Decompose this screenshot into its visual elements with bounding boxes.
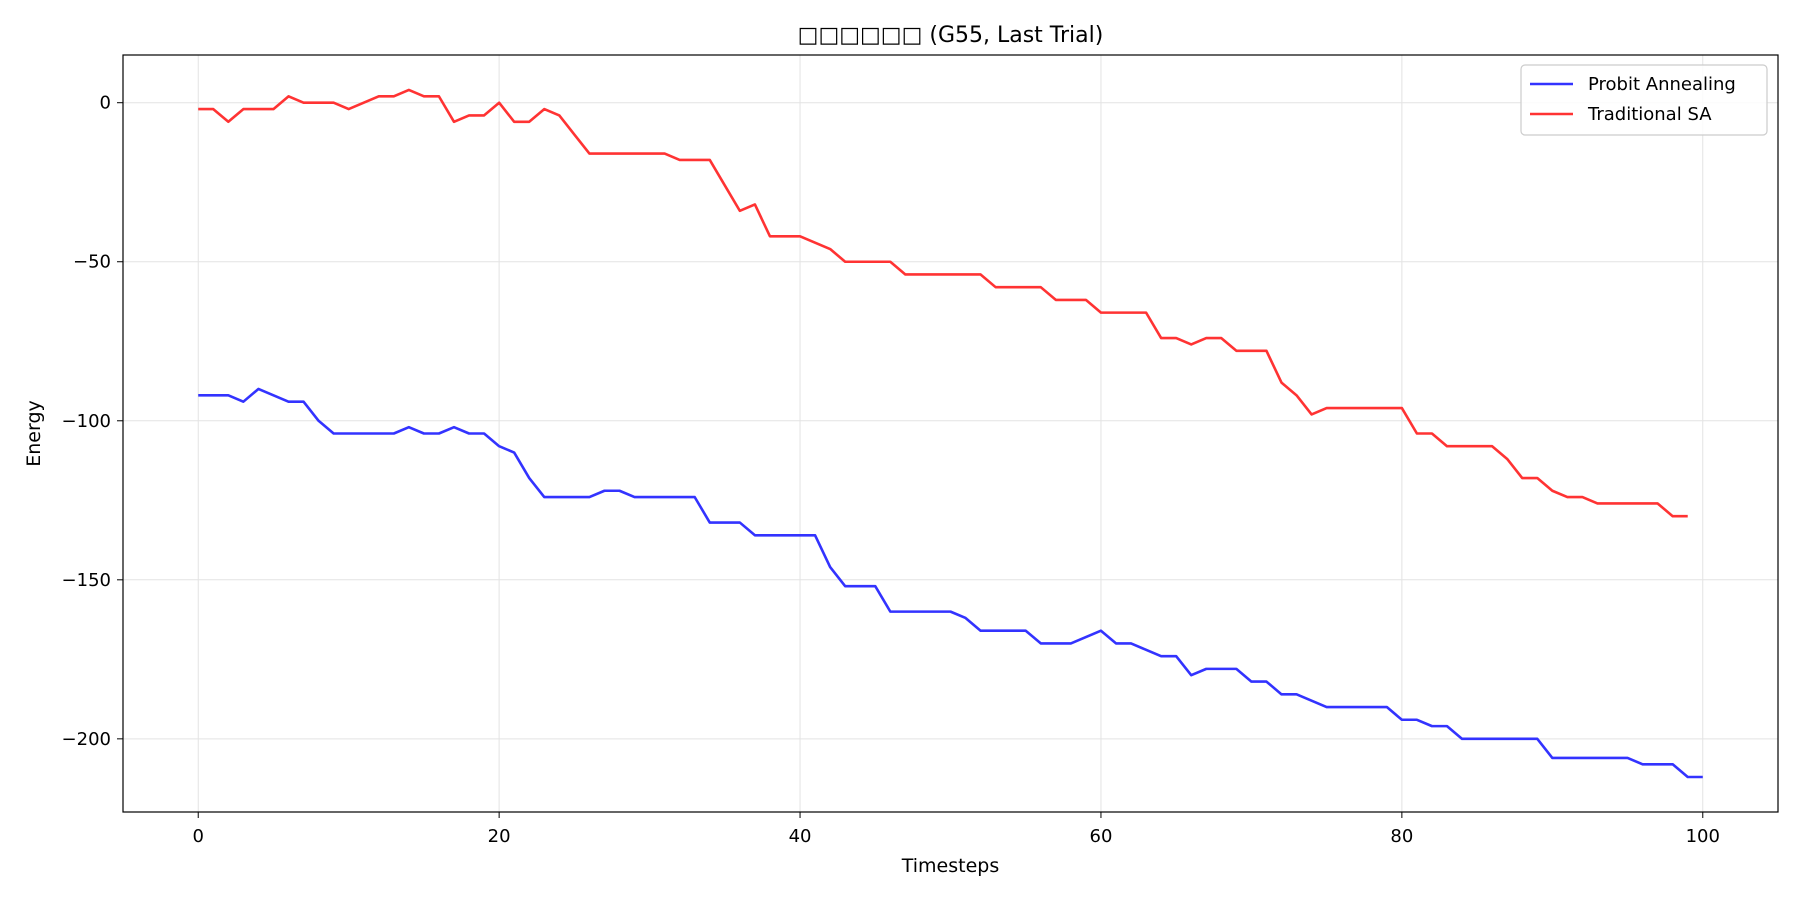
- x-tick-label: 60: [1090, 826, 1113, 847]
- series-lines: [198, 88, 1703, 779]
- legend: Probit Annealing Traditional SA: [1520, 64, 1768, 136]
- y-tick-label: −150: [62, 570, 111, 591]
- x-axis-label: Timesteps: [901, 855, 1000, 877]
- y-tick-label: −100: [62, 411, 111, 432]
- x-tick-label: 80: [1390, 826, 1413, 847]
- x-tick-label: 40: [789, 826, 812, 847]
- x-tick-label: 100: [1686, 826, 1720, 847]
- y-tick-label: −50: [73, 252, 111, 273]
- axis-ticks: 0 20 40 60 80 100 0 −50 −100 −150 −200: [62, 93, 1720, 847]
- plot-frame: [122, 54, 1779, 813]
- legend-label: Probit Annealing: [1588, 74, 1736, 95]
- x-tick-label: 20: [488, 826, 511, 847]
- series-line-probit-annealing: [198, 387, 1703, 779]
- legend-box: [1520, 64, 1768, 136]
- chart-title: □□□□□□ (G55, Last Trial): [798, 23, 1104, 48]
- series-line-traditional-sa: [198, 88, 1688, 518]
- y-tick-label: −200: [62, 729, 111, 750]
- y-axis-label: Energy: [23, 400, 45, 467]
- y-tick-label: 0: [100, 93, 111, 114]
- x-tick-label: 0: [193, 826, 204, 847]
- legend-label: Traditional SA: [1587, 104, 1712, 125]
